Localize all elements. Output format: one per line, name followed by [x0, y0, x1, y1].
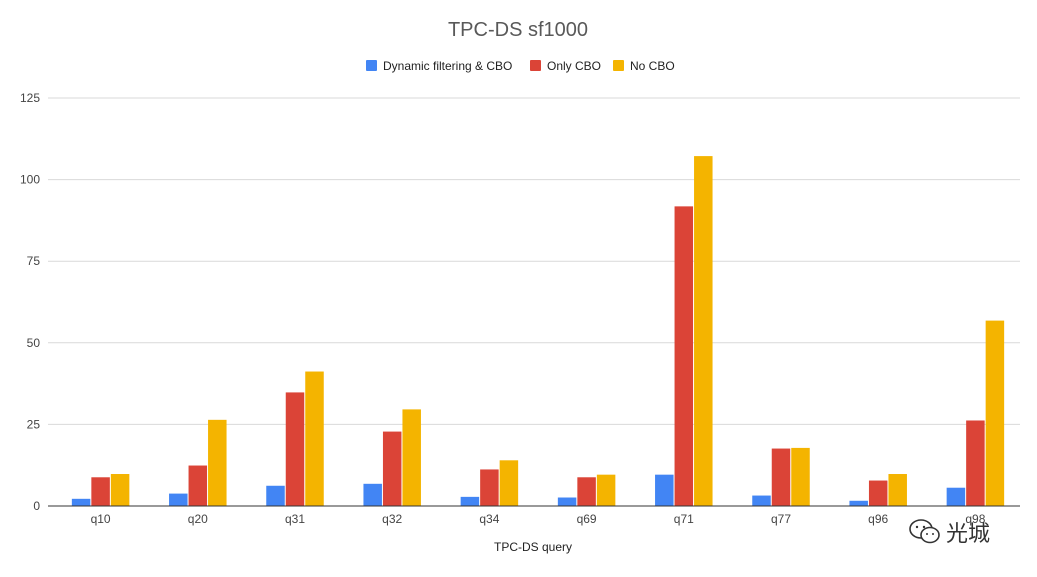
- x-tick-label: q96: [868, 512, 888, 526]
- bar-q20-series-0: [169, 493, 188, 506]
- x-tick-label: q20: [188, 512, 208, 526]
- bar-q98-series-2: [985, 320, 1005, 506]
- chart-title: TPC-DS sf1000: [448, 19, 588, 41]
- y-tick-label: 75: [27, 254, 41, 268]
- x-tick-label: q32: [382, 512, 402, 526]
- legend-label: Dynamic filtering & CBO: [383, 59, 512, 73]
- bar-q34-series-1: [480, 469, 499, 506]
- bar-q77-series-2: [791, 447, 810, 506]
- x-tick-label: q71: [674, 512, 694, 526]
- bar-q32-series-0: [363, 483, 382, 506]
- legend-label: Only CBO: [547, 59, 601, 73]
- bar-q10-series-0: [71, 498, 91, 506]
- bar-q32-series-1: [382, 431, 402, 506]
- x-tick-label: q34: [479, 512, 499, 526]
- x-tick-label: q10: [91, 512, 111, 526]
- bar-q31-series-0: [266, 485, 285, 506]
- y-tick-label: 100: [20, 173, 40, 187]
- bar-q69-series-1: [577, 477, 596, 506]
- bar-q32-series-2: [402, 409, 421, 506]
- y-tick-label: 0: [33, 499, 40, 513]
- bar-q71-series-0: [655, 474, 674, 506]
- y-axis-ticks: 0 25 50 75 100 125: [20, 91, 40, 513]
- bar-q31-series-2: [305, 371, 324, 506]
- watermark-text: 光城: [946, 522, 991, 547]
- bar-q98-series-0: [946, 487, 966, 506]
- bar-q96-series-2: [888, 474, 907, 506]
- x-tick-label: q77: [771, 512, 791, 526]
- bar-q10-series-2: [110, 474, 130, 506]
- wechat-icon: [909, 519, 940, 544]
- legend-swatch: [530, 60, 541, 71]
- x-tick-label: q98: [965, 512, 985, 526]
- legend-swatch: [366, 60, 377, 71]
- bar-q34-series-0: [460, 496, 480, 506]
- legend: Dynamic filtering & CBO Only CBO No CBO: [366, 59, 675, 73]
- bar-q96-series-1: [868, 480, 888, 506]
- bar-q10-series-1: [91, 477, 110, 506]
- watermark: 光城: [908, 516, 990, 548]
- bar-q77-series-0: [752, 495, 771, 506]
- bar-q98-series-1: [966, 420, 985, 506]
- legend-swatch: [613, 60, 624, 71]
- bar-q69-series-2: [596, 474, 616, 506]
- bar-q20-series-2: [208, 419, 227, 506]
- y-tick-label: 50: [27, 336, 41, 350]
- bars: [71, 156, 1005, 507]
- legend-label: No CBO: [630, 59, 675, 73]
- bar-q71-series-1: [674, 206, 694, 506]
- grid: [48, 97, 1020, 425]
- bar-q69-series-0: [557, 497, 577, 506]
- bar-q31-series-1: [285, 392, 305, 506]
- x-axis-ticks: q10 q20 q31 q32 q34 q69 q71 q77 q96 q98: [91, 512, 986, 526]
- x-axis-label: TPC-DS query: [494, 540, 572, 554]
- bar-q96-series-0: [849, 500, 868, 506]
- x-tick-label: q31: [285, 512, 305, 526]
- bar-q20-series-1: [188, 465, 208, 506]
- bar-q71-series-2: [694, 156, 713, 507]
- bar-q34-series-2: [499, 460, 519, 506]
- y-tick-label: 25: [27, 417, 41, 431]
- bar-q77-series-1: [771, 448, 791, 506]
- x-tick-label: q69: [577, 512, 597, 526]
- y-tick-label: 125: [20, 91, 40, 105]
